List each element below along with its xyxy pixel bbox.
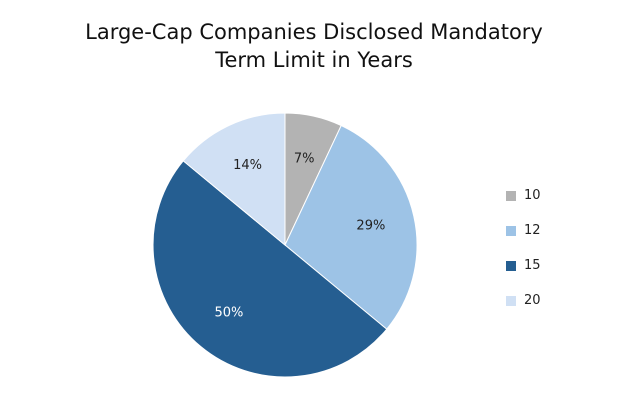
legend-swatch-12	[506, 225, 516, 236]
pie-slice-15	[152, 160, 388, 378]
legend-item-10: 10	[506, 178, 541, 213]
legend-item-15: 15	[506, 248, 541, 283]
chart-title-line-1: Large-Cap Companies Disclosed Mandatory	[85, 20, 543, 44]
slice-label-10: 7%	[294, 152, 315, 167]
legend-item-20: 20	[506, 283, 541, 318]
pie-slice-20	[182, 112, 286, 247]
slice-label-12: 29%	[356, 218, 385, 233]
legend-label-15: 15	[524, 258, 541, 273]
slice-label-15: 50%	[214, 305, 243, 320]
legend-label-20: 20	[524, 293, 541, 308]
legend-label-12: 12	[524, 223, 541, 238]
chart-title-line-2: Term Limit in Years	[215, 48, 413, 72]
slice-label-20: 14%	[233, 158, 262, 173]
legend-swatch-10	[506, 190, 516, 201]
chart-title: Large-Cap Companies Disclosed Mandatory …	[0, 18, 628, 74]
pie-slice-12	[284, 124, 418, 330]
legend-item-12: 12	[506, 213, 541, 248]
legend-swatch-20	[506, 295, 516, 306]
legend: 10 12 15 20	[506, 178, 541, 318]
legend-label-10: 10	[524, 188, 541, 203]
legend-swatch-15	[506, 260, 516, 271]
